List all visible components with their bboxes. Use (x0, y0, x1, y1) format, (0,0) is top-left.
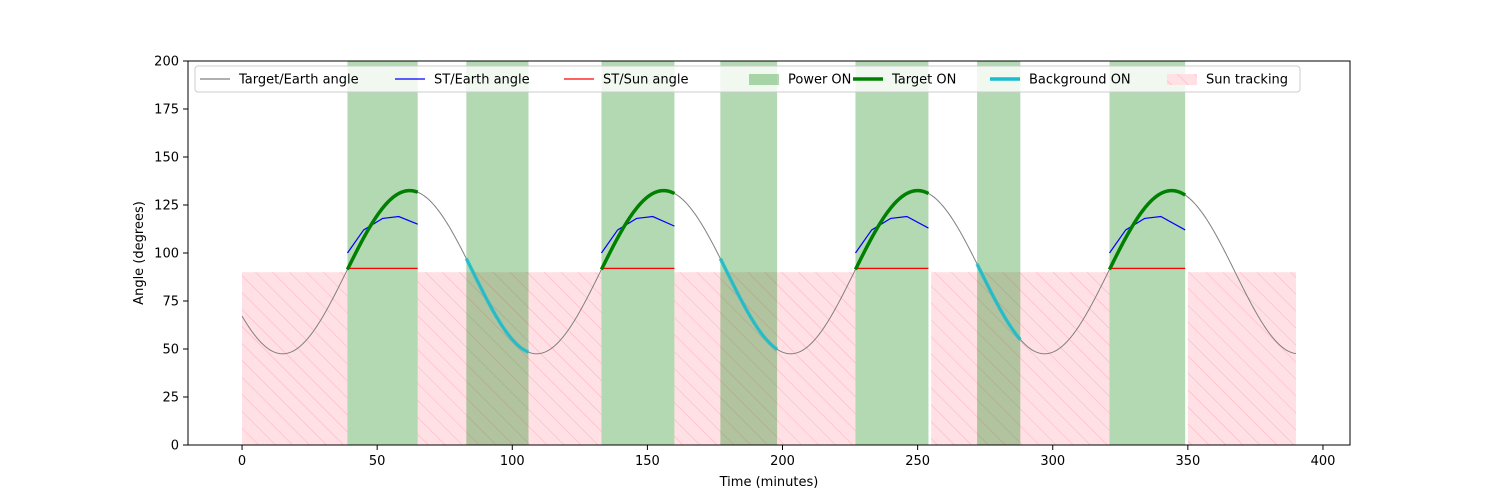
x-tick-label: 150 (635, 454, 660, 469)
legend-label-st_sun: ST/Sun angle (603, 73, 689, 88)
x-tick-label: 50 (369, 454, 386, 469)
x-axis-label: Time (minutes) (719, 475, 819, 490)
target-on-segment (599, 188, 676, 271)
x-axis: 0 50 100 150 200 250 300 350 400 (238, 445, 1335, 469)
st-earth-line (1108, 215, 1186, 254)
sun-tracking-region (417, 272, 602, 445)
y-tick-label: 50 (162, 343, 179, 358)
st-earth-line (346, 215, 418, 254)
power-on-span (855, 61, 929, 445)
legend-label-power_on: Power ON (788, 73, 851, 88)
power-on-span (347, 61, 418, 445)
power-on-span (720, 61, 778, 445)
power-on-span (466, 61, 529, 445)
sun-tracking-region (242, 272, 348, 445)
legend-box (194, 65, 1301, 93)
target-on-segment (1107, 188, 1187, 271)
x-tick-label: 350 (1175, 454, 1200, 469)
legend: Target/Earth angle ST/Earth angle ST/Sun a… (194, 65, 1301, 93)
background-on-segment (464, 257, 530, 354)
st-earth-line (600, 215, 675, 254)
legend-label-st_earth: ST/Earth angle (434, 73, 530, 88)
power-on-span (1109, 61, 1186, 445)
legend-label-target_earth: Target/Earth angle (238, 73, 359, 88)
legend-label-background_on: Background ON (1029, 73, 1131, 88)
background-on-segment (975, 263, 1022, 341)
y-tick-label: 200 (154, 55, 179, 70)
power-on-layer (347, 61, 1186, 445)
legend-handle-power_on (749, 74, 779, 85)
y-tick-label: 125 (154, 199, 179, 214)
background-on-segment (718, 257, 779, 351)
x-tick-label: 250 (905, 454, 930, 469)
x-tick-label: 100 (500, 454, 525, 469)
y-tick-label: 100 (154, 247, 179, 262)
y-axis-label: Angle (degrees) (132, 201, 147, 305)
power-on-span (601, 61, 675, 445)
sun-tracking-region (1187, 272, 1296, 445)
y-tick-label: 0 (171, 439, 179, 454)
y-axis: 0 25 50 75 100 125 150 175 200 (154, 55, 188, 454)
x-tick-label: 200 (770, 454, 795, 469)
sun-tracking-region (931, 272, 1110, 445)
y-tick-label: 175 (154, 103, 179, 118)
y-tick-label: 25 (162, 391, 179, 406)
legend-label-target_on: Target ON (891, 73, 956, 88)
series-layer (241, 188, 1297, 355)
x-tick-label: 300 (1040, 454, 1065, 469)
target-on-segment (853, 188, 930, 271)
sun-tracking-region (674, 272, 856, 445)
st-earth-line (854, 215, 929, 254)
x-tick-label: 400 (1311, 454, 1336, 469)
sun-tracking-layer (242, 272, 1296, 445)
y-tick-label: 75 (162, 295, 179, 310)
power-on-span (977, 61, 1021, 445)
y-tick-label: 150 (154, 151, 179, 166)
legend-label-sun_tracking: Sun tracking (1206, 73, 1288, 88)
target-on-segment (345, 188, 419, 271)
x-tick-label: 0 (238, 454, 246, 469)
legend-handle-sun_tracking-hatch (1167, 74, 1197, 85)
